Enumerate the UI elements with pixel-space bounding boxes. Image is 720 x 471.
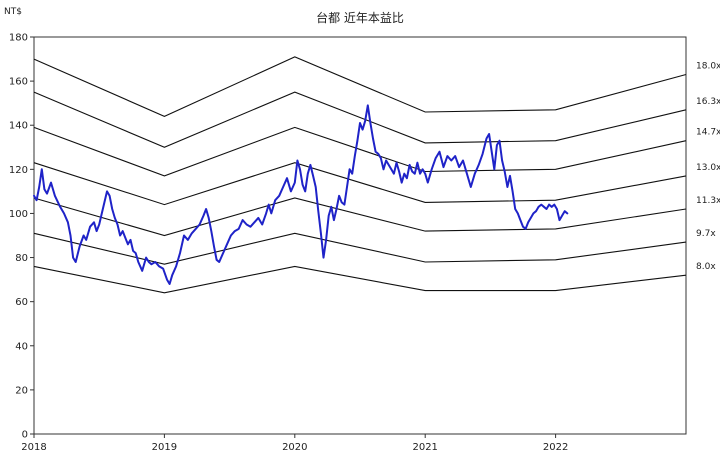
pe-band-label: 18.0x [696,61,720,71]
plot-border [33,36,687,435]
x-tick-label: 2018 [21,442,46,453]
pe-band-label: 16.3x [696,97,720,107]
pe-band-line [33,126,687,177]
pe-band-line [33,232,687,265]
y-tick-label: 80 [15,253,28,264]
y-tick-label: 0 [22,430,28,441]
pe-band-line [33,197,687,237]
y-tick-label: 120 [9,165,28,176]
x-tick-label: 2020 [282,442,307,453]
price-series [33,104,569,285]
pe-band-line [33,56,687,118]
pe-band-labels: 18.0x 16.3x 14.7x 13.0x 11.3x 9.7x 8.0x [696,61,720,272]
pe-band-label: 13.0x [696,163,720,173]
pe-band-line [33,265,687,294]
y-tick-label: 20 [15,385,28,396]
y-tick-label: 160 [9,77,28,88]
pe-band-line [33,162,687,206]
x-tick-label: 2022 [543,442,568,453]
pe-band-label: 11.3x [696,196,720,206]
price-line [33,104,569,285]
y-axis-unit-label: NT$ [4,7,22,17]
y-tick-label: 140 [9,121,28,132]
y-tick-label: 100 [9,209,28,220]
pe-band-label: 14.7x [696,128,720,138]
y-tick-label: 40 [15,341,28,352]
plot-frame [33,36,687,435]
x-tick-label: 2021 [412,442,437,453]
chart-title: 台都 近年本益比 [316,10,404,25]
pe-band-lines [33,56,687,294]
x-tick-label: 2019 [152,442,177,453]
pe-band-label: 9.7x [696,229,716,239]
y-tick-label: 180 [9,33,28,44]
pe-band-line [33,91,687,148]
y-axis-ticks: 0 20 40 60 80 100 120 140 160 180 [9,33,34,441]
y-tick-label: 60 [15,297,28,308]
x-axis-ticks: 2018 2019 2020 2021 2022 [21,434,568,453]
pe-band-label: 8.0x [696,262,716,272]
